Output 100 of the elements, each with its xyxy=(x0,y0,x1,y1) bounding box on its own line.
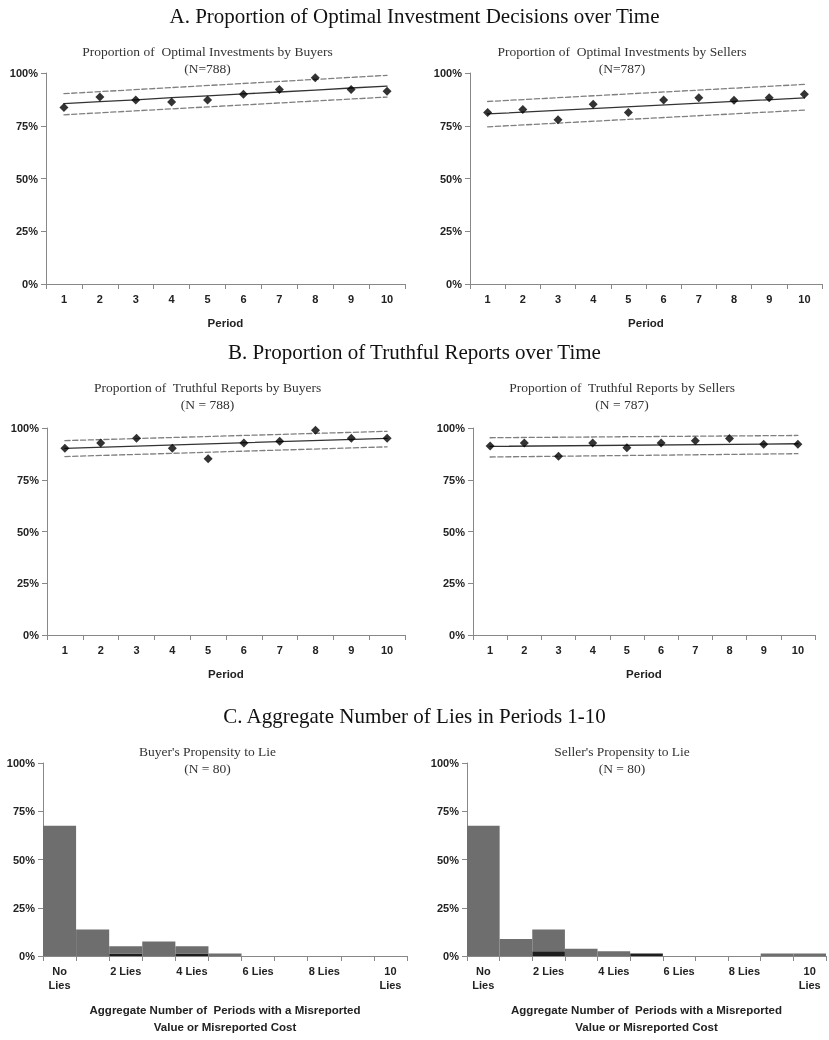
point xyxy=(346,433,356,443)
x-tick-label: 8 xyxy=(312,293,319,305)
point xyxy=(275,436,285,446)
point xyxy=(203,454,213,464)
point xyxy=(203,95,213,105)
x-tick-label: 5 xyxy=(204,293,211,305)
y-tick-label: 100% xyxy=(433,67,463,79)
x-tick-label: 10 xyxy=(380,644,394,656)
x-tick-label: No Lies xyxy=(48,965,71,991)
y-tick-label: 0% xyxy=(23,629,40,641)
x-axis-title: Aggregate Number of Periods with a Misreported Value or Misreported Cost xyxy=(511,1003,782,1033)
y-tick-label: 25% xyxy=(12,901,36,914)
y-tick-label: 0% xyxy=(443,950,460,962)
x-tick-label: 4 xyxy=(589,644,597,656)
y-tick-label: 50% xyxy=(442,525,466,538)
x-axis-title: Aggregate Number of Periods with a Misreported Value or Misreported Cost xyxy=(89,1003,361,1033)
y-tick-label: 75% xyxy=(15,119,39,132)
y-tick-label: 50% xyxy=(16,525,40,538)
y-tick-label: 75% xyxy=(439,119,463,132)
y-tick-label: 25% xyxy=(16,577,40,590)
point xyxy=(59,102,69,112)
x-tick-label: 8 Lies xyxy=(728,965,760,977)
x-tick-label: 10 Lies xyxy=(379,965,402,991)
x-tick-label: 7 xyxy=(692,644,699,656)
y-tick-label: 100% xyxy=(436,422,466,434)
x-tick-label: 7 xyxy=(276,644,283,656)
point xyxy=(588,99,598,109)
y-tick-label: 50% xyxy=(436,853,460,866)
chart-title: B. Proportion of Truthful Reports over Time xyxy=(227,340,602,365)
point xyxy=(238,89,248,99)
point xyxy=(729,95,739,105)
point xyxy=(310,73,320,83)
y-tick-label: 100% xyxy=(9,67,39,79)
x-tick-label: 5 xyxy=(205,644,212,656)
point xyxy=(694,93,704,103)
point xyxy=(382,433,392,443)
point xyxy=(799,89,809,99)
point xyxy=(382,86,392,96)
y-tick-label: 100% xyxy=(6,757,36,769)
point xyxy=(346,84,356,94)
x-tick-label: 6 Lies xyxy=(663,965,695,977)
x-tick-label: 1 xyxy=(484,293,491,305)
point xyxy=(95,92,105,102)
x-axis-title: Period xyxy=(628,316,664,329)
point xyxy=(659,95,669,105)
x-tick-label: 3 xyxy=(133,644,140,656)
x-tick-label: 7 xyxy=(276,293,283,305)
chart-subtitle: Proportion of Truthful Reports by Buyers (N = 788) xyxy=(93,380,322,412)
y-tick-label: 100% xyxy=(10,422,40,434)
point xyxy=(518,105,528,114)
x-tick-label: 1 xyxy=(487,644,494,656)
point xyxy=(167,443,177,453)
x-tick-label: 8 xyxy=(730,293,738,305)
point xyxy=(131,95,141,105)
x-tick-label: 9 xyxy=(348,293,355,305)
x-tick-label: 4 xyxy=(168,293,176,305)
x-tick-label: 3 xyxy=(132,293,139,305)
x-axis-title: Period xyxy=(626,667,662,680)
x-tick-label: 5 xyxy=(623,644,630,656)
point xyxy=(239,438,249,448)
chart-subtitle: Buyer's Propensity to Lie (N = 80) xyxy=(138,744,277,776)
x-tick-label: 5 xyxy=(625,293,632,305)
chart-title: C. Aggregate Number of Lies in Periods 1-10 xyxy=(222,704,607,729)
point xyxy=(167,97,177,107)
x-tick-label: 10 xyxy=(791,644,805,656)
point xyxy=(623,107,633,117)
y-tick-label: 50% xyxy=(12,853,36,866)
y-tick-label: 0% xyxy=(19,950,36,962)
x-tick-label: 10 xyxy=(798,293,811,305)
y-tick-label: 50% xyxy=(15,172,39,185)
x-tick-label: 7 xyxy=(695,293,702,305)
x-tick-label: 4 Lies xyxy=(176,965,208,977)
point xyxy=(274,84,284,94)
x-tick-label: 2 Lies xyxy=(533,965,565,977)
chart-subtitle: Proportion of Optimal Investments by Sellers (N=787) xyxy=(497,44,747,76)
y-tick-label: 75% xyxy=(436,805,460,818)
x-axis-title: Period xyxy=(208,667,244,680)
x-tick-label: 2 xyxy=(519,293,526,305)
point xyxy=(553,115,563,125)
x-tick-label: 10 Lies xyxy=(798,965,821,991)
x-tick-label: 2 xyxy=(97,644,104,656)
point xyxy=(96,438,106,448)
x-tick-label: No Lies xyxy=(472,965,495,991)
y-tick-label: 0% xyxy=(22,278,39,290)
y-tick-label: 25% xyxy=(439,225,463,238)
chart-subtitle: Proportion of Truthful Reports by Sellers (N = 787) xyxy=(509,380,735,412)
x-tick-label: 9 xyxy=(348,644,355,656)
y-tick-label: 50% xyxy=(439,172,463,185)
chart-subtitle: Proportion of Optimal Investments by Buyers (N=788) xyxy=(82,44,333,76)
x-tick-label: 6 xyxy=(660,293,667,305)
x-tick-label: 2 xyxy=(521,644,528,656)
y-tick-label: 25% xyxy=(442,577,466,590)
x-tick-label: 9 xyxy=(766,293,773,305)
x-tick-label: 4 Lies xyxy=(598,965,630,977)
x-tick-label: 6 xyxy=(240,644,247,656)
x-tick-label: 6 xyxy=(240,293,247,305)
point xyxy=(483,107,493,117)
y-tick-label: 0% xyxy=(446,278,463,290)
bar xyxy=(532,951,565,956)
x-tick-label: 10 xyxy=(380,293,394,305)
